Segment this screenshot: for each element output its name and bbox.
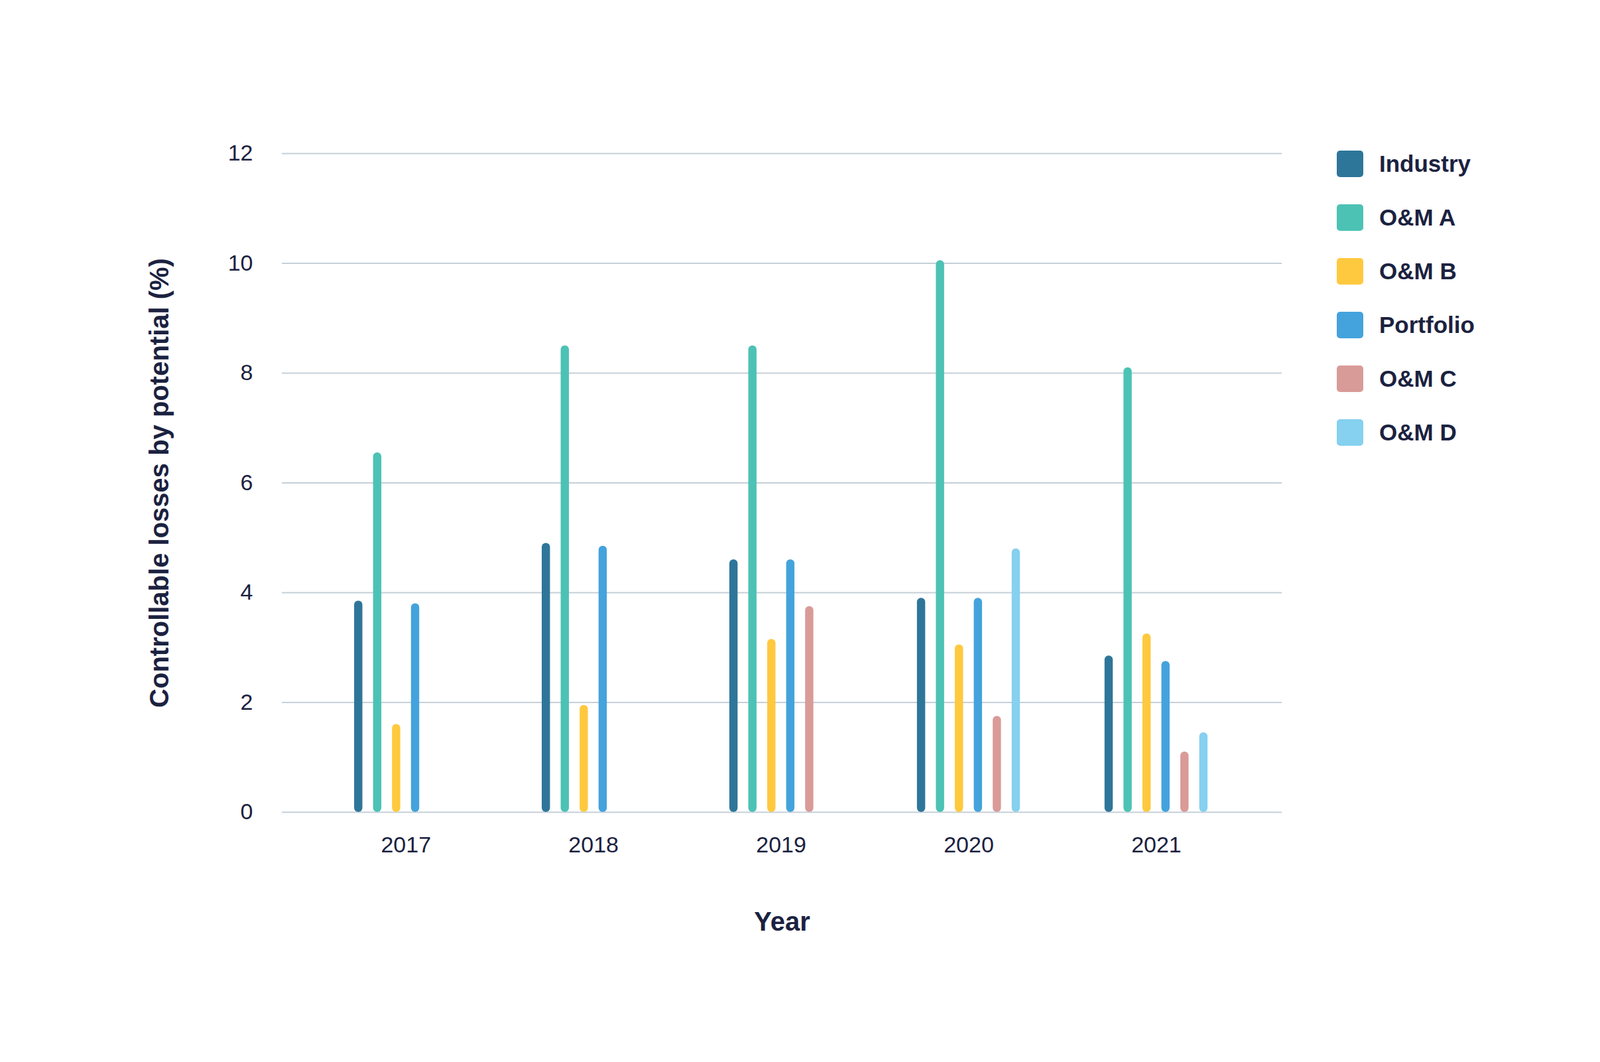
svg-text:2: 2 [240,688,254,715]
svg-text:Controllable losses by potenti: Controllable losses by potential (%) [144,257,174,708]
svg-text:2017: 2017 [380,831,431,857]
svg-text:8: 8 [240,359,254,385]
html-text:O&M C: O&M C [1379,365,1457,391]
svg-text:2018: 2018 [568,831,619,857]
svg-text:10: 10 [228,249,254,276]
svg-text:2019: 2019 [755,831,807,857]
html-text:O&M A: O&M A [1379,203,1456,230]
html-text:Industry: Industry [1379,150,1471,177]
svg-text:12: 12 [228,139,254,166]
svg-text:6: 6 [240,469,254,495]
svg-text:2021: 2021 [1131,831,1182,857]
html-text:O&M B: O&M B [1379,257,1457,284]
html-text:O&M D: O&M D [1379,418,1457,445]
svg-text:0: 0 [240,798,254,824]
svg-text:2020: 2020 [943,831,994,857]
html-text:Portfolio: Portfolio [1379,311,1475,338]
svg-text:4: 4 [240,578,254,605]
svg-text:Year: Year [753,906,811,936]
